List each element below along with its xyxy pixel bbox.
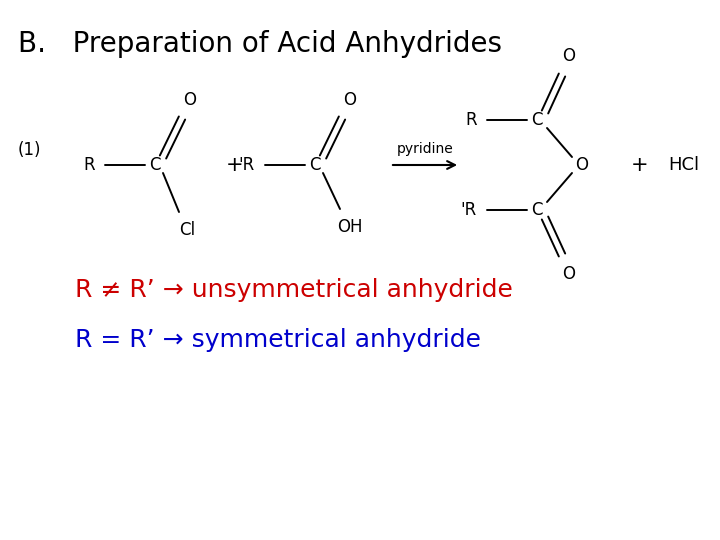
Text: HCl: HCl — [668, 156, 699, 174]
Text: O: O — [575, 156, 588, 174]
Text: R: R — [84, 156, 95, 174]
Text: B.   Preparation of Acid Anhydrides: B. Preparation of Acid Anhydrides — [18, 30, 502, 58]
Text: O: O — [562, 265, 575, 283]
Text: pyridine: pyridine — [397, 142, 454, 156]
Text: C: C — [531, 201, 543, 219]
Text: 'R: 'R — [239, 156, 255, 174]
Text: OH: OH — [337, 218, 363, 236]
Text: O: O — [184, 91, 197, 109]
Text: +: + — [631, 155, 649, 175]
Text: +: + — [226, 155, 244, 175]
Text: O: O — [562, 47, 575, 65]
Text: C: C — [310, 156, 320, 174]
Text: C: C — [149, 156, 161, 174]
Text: (1): (1) — [18, 141, 42, 159]
Text: O: O — [343, 91, 356, 109]
Text: Cl: Cl — [179, 221, 195, 239]
Text: R: R — [465, 111, 477, 129]
Text: R ≠ R’ → unsymmetrical anhydride: R ≠ R’ → unsymmetrical anhydride — [75, 278, 513, 302]
Text: 'R: 'R — [461, 201, 477, 219]
Text: R = R’ → symmetrical anhydride: R = R’ → symmetrical anhydride — [75, 328, 481, 352]
Text: C: C — [531, 111, 543, 129]
